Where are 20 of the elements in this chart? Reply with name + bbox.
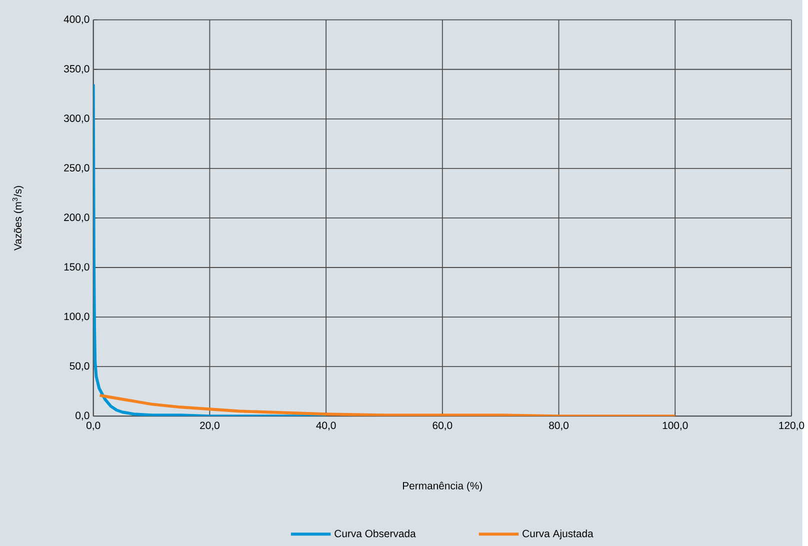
x-tick-label: 80,0 — [549, 422, 568, 430]
y-axis-title: Vazões (m$^{3}$/s) — [12, 186, 24, 250]
x-tick-label: 120,0 — [779, 422, 804, 430]
x-tick-label: 100,0 — [662, 422, 688, 430]
legend-label: Curva Observada — [334, 530, 416, 538]
x-tick-label: 60,0 — [432, 422, 452, 430]
y-tick-label: 350,0 — [64, 64, 90, 74]
x-axis-title: Permanência (%) — [402, 482, 482, 492]
x-tick-label: 0,0 — [86, 422, 100, 430]
y-tick-label: 150,0 — [64, 263, 90, 272]
legend-label: Curva Ajustada — [522, 530, 594, 540]
y-tick-label: 0,0 — [76, 412, 90, 420]
y-tick-label: 200,0 — [64, 214, 90, 222]
x-tick-label: 40,0 — [316, 422, 336, 430]
y-tick-label: 300,0 — [64, 114, 90, 124]
y-tick-label: 400,0 — [64, 15, 90, 24]
y-tick-label: 100,0 — [64, 312, 90, 322]
y-tick-label: 250,0 — [64, 164, 90, 173]
x-tick-label: 20,0 — [200, 422, 220, 430]
y-tick-label: 50,0 — [70, 362, 90, 371]
